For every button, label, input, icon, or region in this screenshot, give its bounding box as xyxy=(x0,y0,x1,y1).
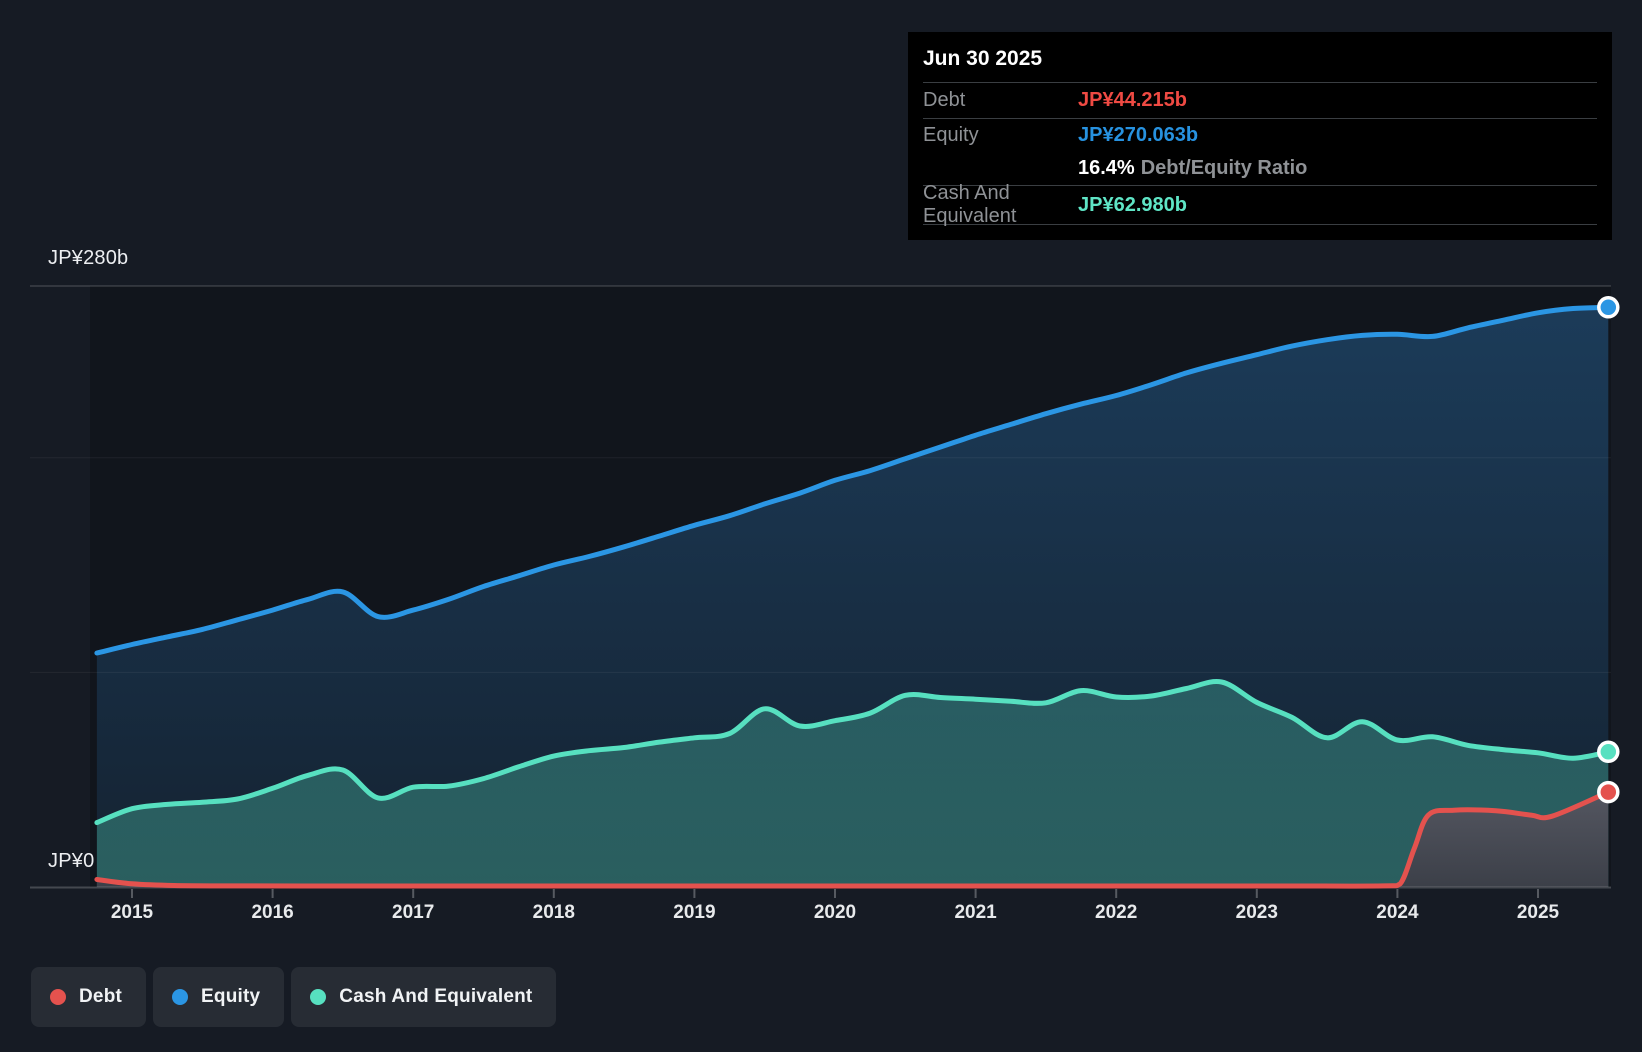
legend-item-cash[interactable]: Cash And Equivalent xyxy=(291,967,557,1027)
tooltip-cash-label: Cash And Equivalent xyxy=(923,182,1017,227)
tooltip: Jun 30 2025 Debt JP¥44.215b Equity JP¥27… xyxy=(908,32,1612,240)
tooltip-debt-value: JP¥44.215b xyxy=(1078,89,1187,111)
tooltip-equity-value: JP¥270.063b xyxy=(1078,124,1199,146)
debt-equity-ratio-label: Debt/Equity Ratio xyxy=(1140,157,1308,179)
tooltip-equity-label: Equity xyxy=(923,124,979,146)
legend-item-equity[interactable]: Equity xyxy=(153,967,285,1027)
legend-item-label: Debt xyxy=(79,986,123,1007)
legend-item-label: Cash And Equivalent xyxy=(339,986,533,1007)
x-axis-label: 2019 xyxy=(673,902,716,923)
x-axis-label: 2022 xyxy=(1095,902,1138,923)
x-axis-label: 2024 xyxy=(1376,902,1419,923)
x-axis-label: 2020 xyxy=(813,902,857,923)
legend-item-label: Equity xyxy=(201,986,261,1007)
x-axis-label: 2015 xyxy=(110,902,154,923)
legend: Debt Equity Cash And Equivalent xyxy=(31,967,557,1027)
legend-item-debt[interactable]: Debt xyxy=(31,967,147,1027)
tooltip-row-equity: Equity JP¥270.063b xyxy=(923,118,1597,152)
debt-legend-dot xyxy=(50,989,66,1005)
y-axis-max-label: JP¥280b xyxy=(48,247,129,269)
x-axis-label: 2023 xyxy=(1235,902,1278,923)
x-axis-label: 2017 xyxy=(392,902,435,923)
x-axis-label: 2018 xyxy=(532,902,575,923)
debt-area xyxy=(96,792,1609,887)
debt-line xyxy=(94,789,1611,889)
tooltip-row-debt: Debt JP¥44.215b xyxy=(923,82,1597,118)
debt-equity-ratio-value: 16.4% xyxy=(1078,157,1135,179)
cash-legend-dot xyxy=(310,989,327,1005)
cash-area xyxy=(96,681,1609,887)
debt-endpoint-marker xyxy=(1597,780,1620,804)
tooltip-cash-value: JP¥62.980b xyxy=(1078,193,1187,216)
x-axis-label: 2025 xyxy=(1516,902,1560,923)
equity-endpoint-marker xyxy=(1597,296,1620,319)
x-axis: 2015 2016 2017 2018 2019 2020 2021 2022 2023 2024… xyxy=(0,902,1642,926)
tooltip-row-ratio: 16.4% Debt/Equity Ratio xyxy=(923,152,1597,185)
cash-endpoint-marker xyxy=(1597,740,1620,764)
x-axis-label: 2016 xyxy=(251,902,294,923)
x-axis-label: 2021 xyxy=(954,902,997,923)
y-axis-zero-label: JP¥0 xyxy=(48,850,95,872)
equity-line xyxy=(94,304,1611,656)
cash-line xyxy=(94,679,1611,826)
equity-legend-dot xyxy=(172,989,189,1005)
tooltip-debt-label: Debt xyxy=(923,89,966,111)
tooltip-row-cash: Cash And Equivalent JP¥62.980b xyxy=(923,182,1597,227)
tooltip-date: Jun 30 2025 xyxy=(923,47,1043,70)
